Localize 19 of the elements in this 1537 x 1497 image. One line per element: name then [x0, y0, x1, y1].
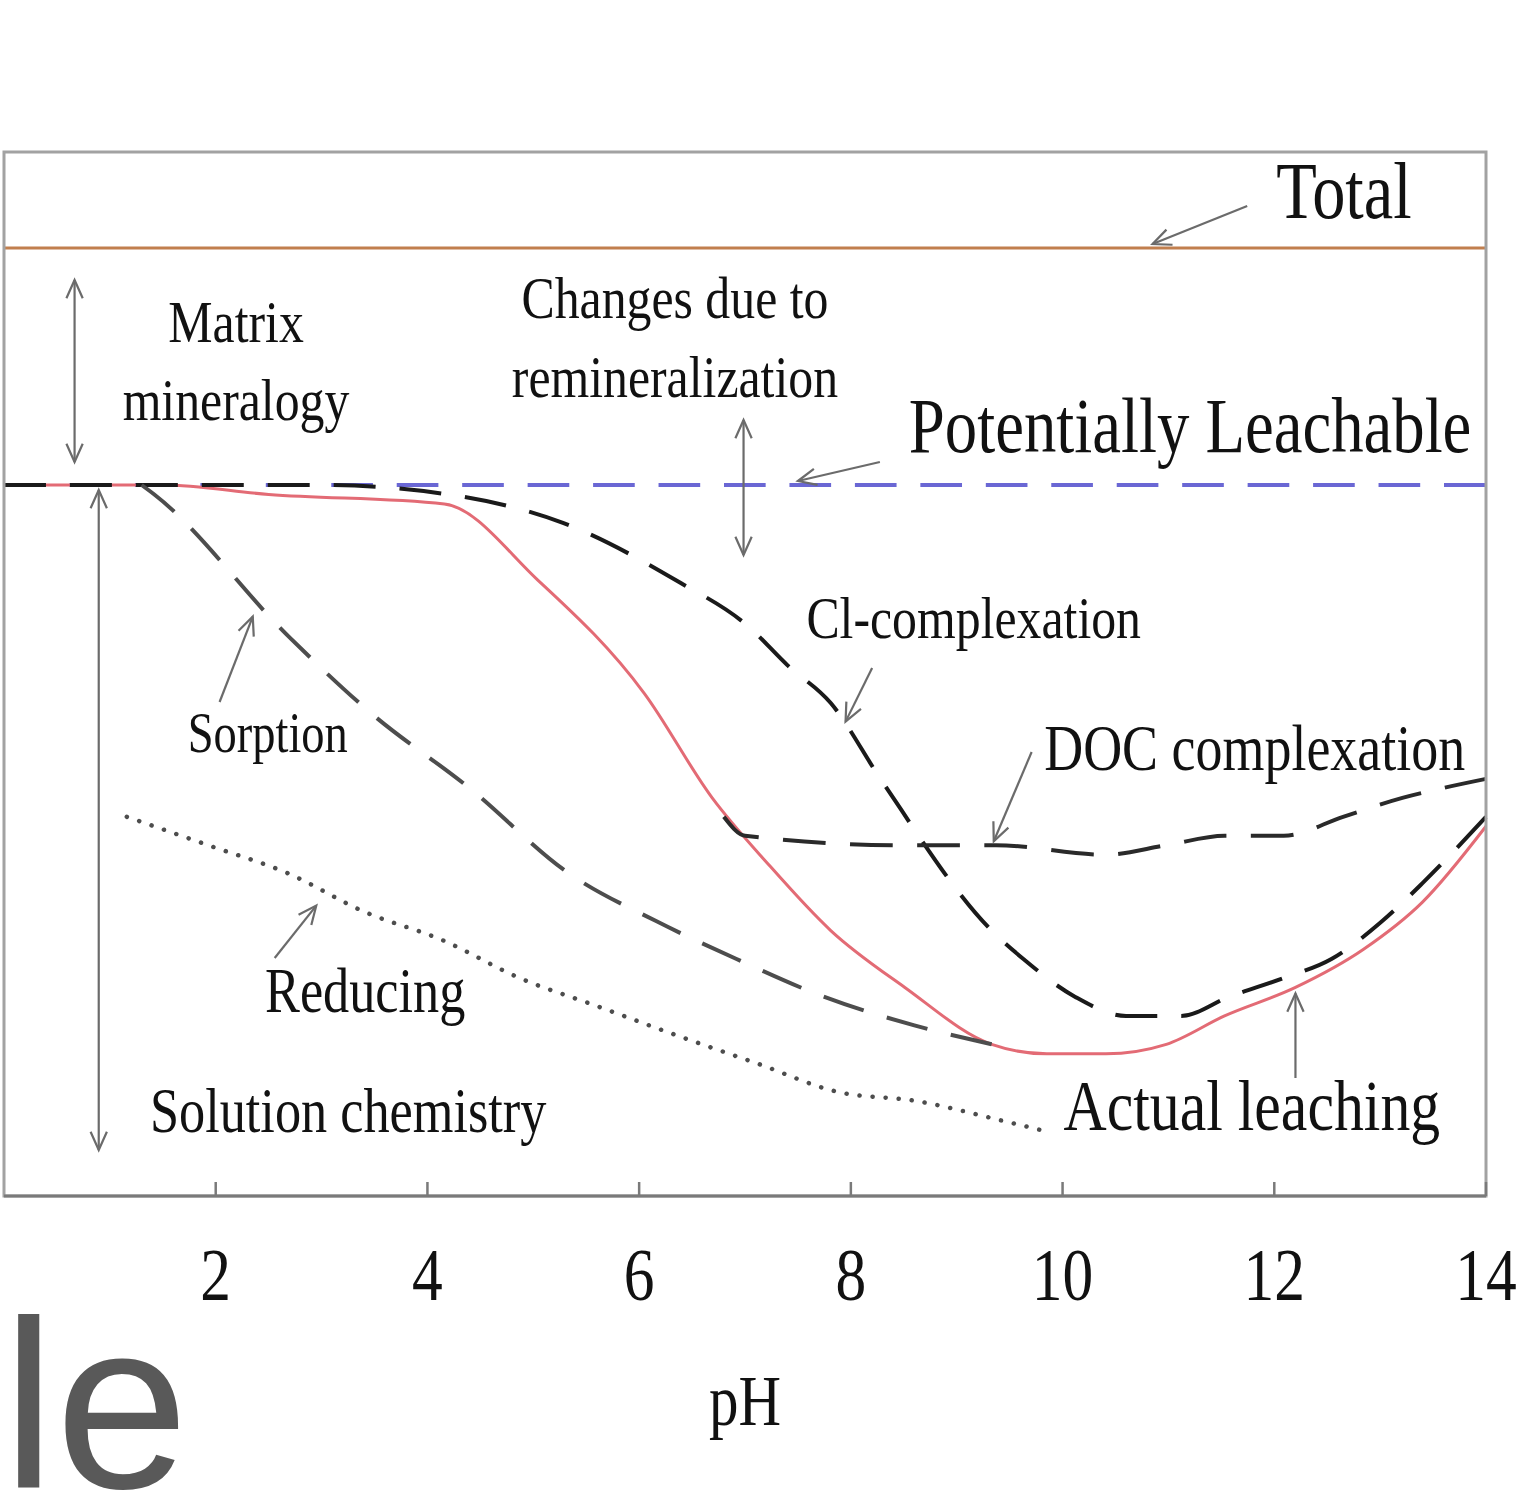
series-label: DOC complexation — [1044, 712, 1466, 785]
annotation: Changes due to remineralization — [511, 264, 839, 411]
x-tick-label: 12 — [1243, 1233, 1305, 1317]
series-label: Actual leaching — [1063, 1065, 1441, 1146]
text: le — [2, 1271, 189, 1497]
series-label: Reducing — [265, 955, 466, 1027]
series-label: Total — [1276, 146, 1412, 236]
x-axis-title: pH — [708, 1361, 782, 1441]
x-tick-label: 4 — [412, 1233, 443, 1317]
x-tick-label: 8 — [835, 1233, 867, 1317]
x-tick-label: 6 — [623, 1233, 655, 1317]
series-label: Sorption — [187, 701, 348, 764]
series-label: Cl-complexation — [806, 584, 1142, 652]
annotation: Solution chemistry — [149, 1075, 547, 1147]
x-tick-label: 10 — [1031, 1233, 1094, 1317]
annotation: Matrix mineralogy — [122, 288, 350, 434]
series-label: Potentially Leachable — [908, 382, 1472, 470]
x-tick-label: 14 — [1455, 1233, 1517, 1317]
x-tick-label: 2 — [200, 1233, 232, 1317]
